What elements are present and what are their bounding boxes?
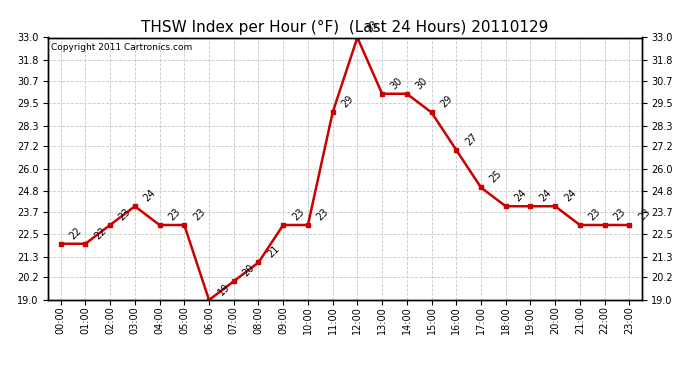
Text: 19: 19	[216, 282, 232, 297]
Text: 23: 23	[636, 206, 652, 222]
Text: 23: 23	[290, 206, 306, 222]
Text: 22: 22	[92, 225, 108, 241]
Text: 23: 23	[586, 206, 602, 222]
Text: 24: 24	[513, 188, 529, 204]
Text: 33: 33	[364, 19, 380, 35]
Text: Copyright 2011 Cartronics.com: Copyright 2011 Cartronics.com	[51, 43, 193, 52]
Text: 21: 21	[266, 244, 282, 260]
Text: 23: 23	[166, 206, 182, 222]
Text: 24: 24	[562, 188, 578, 204]
Text: 22: 22	[68, 225, 83, 241]
Text: 23: 23	[117, 206, 133, 222]
Text: 24: 24	[538, 188, 553, 204]
Text: 20: 20	[241, 262, 257, 279]
Text: 23: 23	[611, 206, 627, 222]
Text: 23: 23	[315, 206, 331, 222]
Title: THSW Index per Hour (°F)  (Last 24 Hours) 20110129: THSW Index per Hour (°F) (Last 24 Hours)…	[141, 20, 549, 35]
Text: 25: 25	[488, 169, 504, 185]
Text: 30: 30	[389, 75, 405, 91]
Text: 23: 23	[191, 206, 207, 222]
Text: 30: 30	[414, 75, 429, 91]
Text: 24: 24	[141, 188, 157, 204]
Text: 29: 29	[438, 94, 454, 110]
Text: 27: 27	[463, 131, 479, 147]
Text: 29: 29	[339, 94, 355, 110]
